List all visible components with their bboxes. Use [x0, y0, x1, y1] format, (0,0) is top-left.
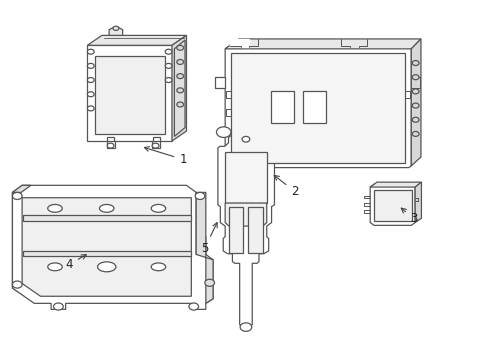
Polygon shape: [369, 184, 414, 225]
Polygon shape: [196, 192, 213, 303]
Polygon shape: [12, 192, 205, 302]
Circle shape: [87, 106, 94, 111]
Circle shape: [177, 74, 183, 78]
Polygon shape: [414, 182, 421, 222]
Ellipse shape: [151, 204, 165, 212]
Polygon shape: [87, 35, 186, 45]
Ellipse shape: [151, 263, 165, 271]
Circle shape: [165, 77, 172, 82]
Bar: [302, 91, 325, 123]
Polygon shape: [410, 39, 420, 166]
Polygon shape: [172, 35, 186, 141]
Polygon shape: [215, 77, 224, 88]
Circle shape: [53, 303, 63, 310]
Bar: [95, 56, 164, 134]
Bar: [373, 190, 411, 221]
Ellipse shape: [99, 204, 114, 212]
Circle shape: [411, 60, 418, 66]
Polygon shape: [12, 185, 213, 309]
Polygon shape: [106, 141, 115, 148]
Circle shape: [411, 117, 418, 122]
Circle shape: [411, 131, 418, 136]
Circle shape: [87, 92, 94, 97]
Circle shape: [87, 77, 94, 82]
Polygon shape: [218, 136, 274, 327]
Circle shape: [216, 127, 230, 138]
Circle shape: [177, 45, 183, 50]
Text: 5: 5: [201, 222, 217, 255]
Circle shape: [113, 26, 119, 31]
Circle shape: [107, 143, 114, 148]
Text: 4: 4: [65, 255, 86, 271]
Text: 2: 2: [274, 175, 298, 198]
Circle shape: [242, 136, 249, 142]
Polygon shape: [151, 141, 160, 148]
Circle shape: [177, 102, 183, 107]
Bar: [230, 53, 404, 163]
Text: 1: 1: [144, 147, 186, 166]
Bar: [270, 91, 294, 123]
Bar: [248, 207, 263, 253]
Circle shape: [12, 192, 22, 199]
Ellipse shape: [48, 204, 62, 212]
Circle shape: [195, 192, 204, 199]
Ellipse shape: [97, 262, 116, 272]
Circle shape: [188, 303, 198, 310]
Bar: [228, 207, 243, 253]
Circle shape: [12, 281, 22, 288]
Circle shape: [177, 59, 183, 64]
Polygon shape: [23, 215, 191, 221]
Polygon shape: [23, 251, 191, 256]
Polygon shape: [12, 185, 31, 192]
Bar: [224, 152, 266, 203]
Text: 3: 3: [401, 208, 417, 225]
Polygon shape: [22, 198, 191, 296]
Circle shape: [177, 88, 183, 93]
Circle shape: [204, 279, 214, 286]
Ellipse shape: [48, 263, 62, 271]
Circle shape: [165, 63, 172, 68]
Circle shape: [152, 143, 159, 148]
Circle shape: [87, 63, 94, 68]
Circle shape: [411, 75, 418, 80]
Circle shape: [87, 49, 94, 54]
Polygon shape: [224, 47, 410, 168]
Polygon shape: [224, 203, 266, 226]
Polygon shape: [229, 39, 249, 47]
Circle shape: [240, 323, 251, 331]
Polygon shape: [224, 39, 420, 49]
Circle shape: [411, 89, 418, 94]
Polygon shape: [369, 182, 421, 187]
Polygon shape: [174, 40, 184, 136]
Polygon shape: [87, 45, 172, 141]
Circle shape: [411, 103, 418, 108]
Circle shape: [165, 49, 172, 54]
Polygon shape: [109, 28, 122, 35]
